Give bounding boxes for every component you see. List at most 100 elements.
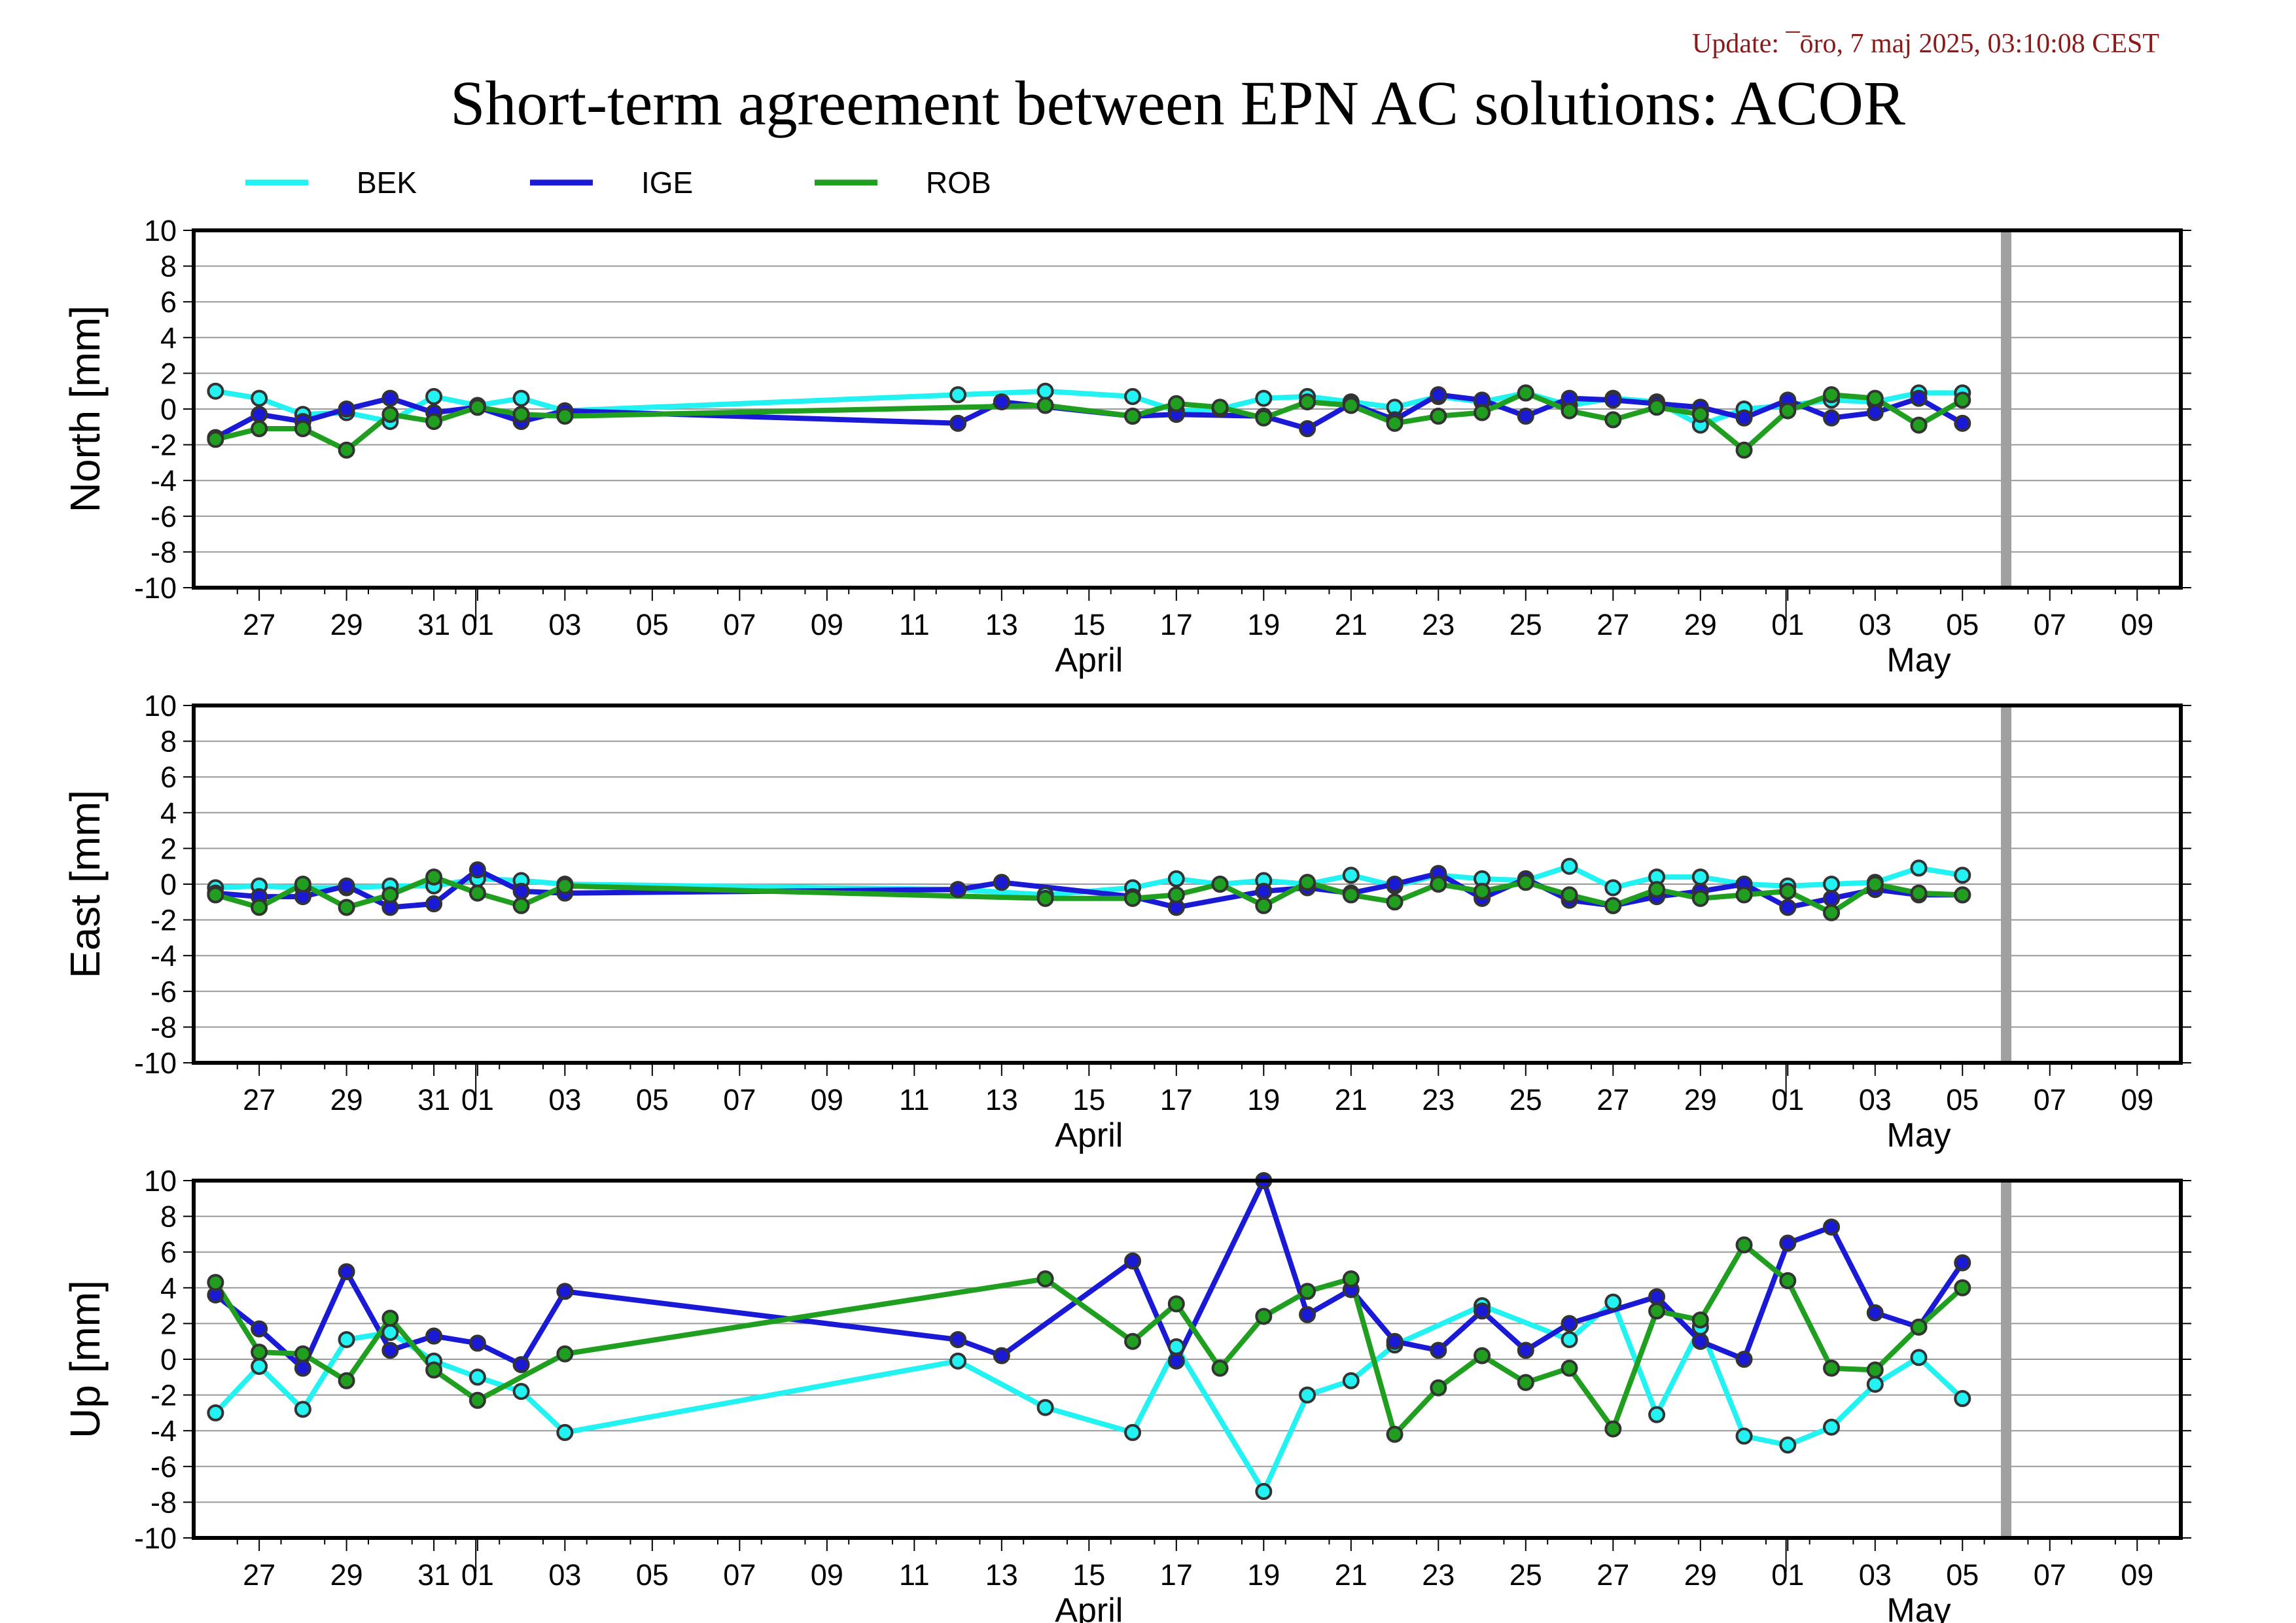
point-rob [1866, 389, 1884, 407]
point-rob [1648, 399, 1666, 416]
point-bek [1648, 1406, 1666, 1423]
x-tick-label: 13 [985, 1083, 1018, 1116]
point-rob [468, 1391, 486, 1409]
point-ige [381, 1342, 399, 1359]
point-rob [381, 406, 399, 423]
point-rob [556, 407, 574, 425]
point-bek [251, 1357, 268, 1375]
point-rob [207, 431, 224, 448]
point-bek [1691, 868, 1709, 886]
y-tick-label: 6 [160, 1236, 177, 1269]
point-bek [425, 387, 443, 405]
point-rob [1386, 1425, 1404, 1443]
point-rob [338, 1372, 355, 1389]
y-axis-label: Up [mm] [62, 1280, 109, 1438]
point-bek [512, 1383, 530, 1400]
point-bek [251, 389, 268, 407]
point-rob [1648, 1302, 1666, 1320]
x-tick-label: 05 [636, 1558, 669, 1592]
point-ige [1517, 407, 1534, 425]
y-tick-label: -6 [150, 500, 177, 533]
y-tick-label: 6 [160, 285, 177, 319]
point-rob [1648, 881, 1666, 899]
x-tick-label: 03 [548, 608, 581, 641]
point-ige [1561, 1315, 1578, 1332]
point-rob [1342, 397, 1360, 414]
point-rob [1517, 1374, 1534, 1391]
point-ige [1866, 404, 1884, 421]
point-bek [1604, 879, 1622, 897]
point-bek [1866, 1376, 1884, 1393]
y-tick-label: -4 [150, 939, 177, 972]
month-label: April [1055, 641, 1123, 679]
point-rob [1299, 393, 1316, 411]
x-tick-label: 21 [1335, 1083, 1368, 1116]
point-rob [425, 868, 443, 886]
point-rob [1823, 904, 1841, 921]
x-tick-label: 17 [1160, 1558, 1193, 1592]
x-tick-label: 05 [1946, 1558, 1979, 1592]
point-rob [1517, 384, 1534, 402]
y-tick-label: -10 [134, 1522, 177, 1555]
x-tick-label: 07 [2034, 608, 2066, 641]
point-bek [1342, 866, 1360, 884]
y-tick-label: -6 [150, 1450, 177, 1484]
point-ige [1386, 1332, 1404, 1350]
point-bek [1036, 382, 1054, 400]
x-tick-label: 25 [1510, 1558, 1542, 1592]
plot-frame [192, 1179, 2183, 1540]
y-tick-label: -8 [150, 1010, 177, 1044]
point-ige [1167, 1352, 1185, 1370]
point-ige [993, 874, 1010, 891]
x-tick-label: 23 [1422, 1558, 1455, 1592]
x-tick-label: 27 [243, 1558, 275, 1592]
point-rob [1691, 889, 1709, 907]
point-ige [1474, 1302, 1491, 1320]
point-ige [949, 414, 967, 432]
y-tick-label: 8 [160, 250, 177, 283]
point-rob [468, 884, 486, 902]
point-ige [1823, 889, 1841, 907]
point-rob [1735, 441, 1753, 459]
x-tick-label: 03 [1859, 1558, 1892, 1592]
point-rob [1779, 882, 1797, 900]
point-rob [381, 1310, 399, 1327]
x-tick-label: 21 [1335, 608, 1368, 641]
point-rob [1342, 886, 1360, 904]
point-ige [1954, 414, 1971, 432]
point-bek [1124, 387, 1142, 405]
point-rob [1604, 411, 1622, 429]
y-tick-label: 10 [144, 689, 177, 722]
x-tick-label: 21 [1335, 1558, 1368, 1592]
point-rob [1036, 397, 1054, 414]
point-ige [1779, 1234, 1797, 1252]
x-tick-label: 29 [330, 1083, 363, 1116]
point-bek [294, 1400, 311, 1418]
point-rob [294, 420, 311, 438]
y-tick-label: -8 [150, 535, 177, 569]
point-bek [949, 1352, 967, 1370]
point-rob [1474, 882, 1491, 900]
point-rob [1866, 1361, 1884, 1379]
point-ige [1517, 1342, 1534, 1359]
point-rob [1954, 1279, 1971, 1296]
x-tick-label: 03 [1859, 608, 1892, 641]
y-tick-label: 4 [160, 1272, 177, 1305]
point-rob [1211, 399, 1229, 416]
point-rob [1604, 1420, 1622, 1438]
x-tick-label: 01 [1771, 1083, 1804, 1116]
point-bek [1255, 389, 1273, 407]
point-rob [1124, 1332, 1142, 1350]
point-bek [949, 386, 967, 404]
point-ige [1430, 386, 1447, 404]
x-tick-label: 29 [330, 1558, 363, 1592]
y-axis-label: East [mm] [62, 790, 109, 978]
point-rob [1255, 1308, 1273, 1325]
point-rob [1954, 886, 1971, 904]
point-rob [1255, 897, 1273, 914]
point-rob [1474, 1347, 1491, 1364]
point-rob [1561, 1359, 1578, 1377]
point-ige [338, 877, 355, 895]
point-bek [381, 1324, 399, 1342]
point-rob [207, 1274, 224, 1291]
